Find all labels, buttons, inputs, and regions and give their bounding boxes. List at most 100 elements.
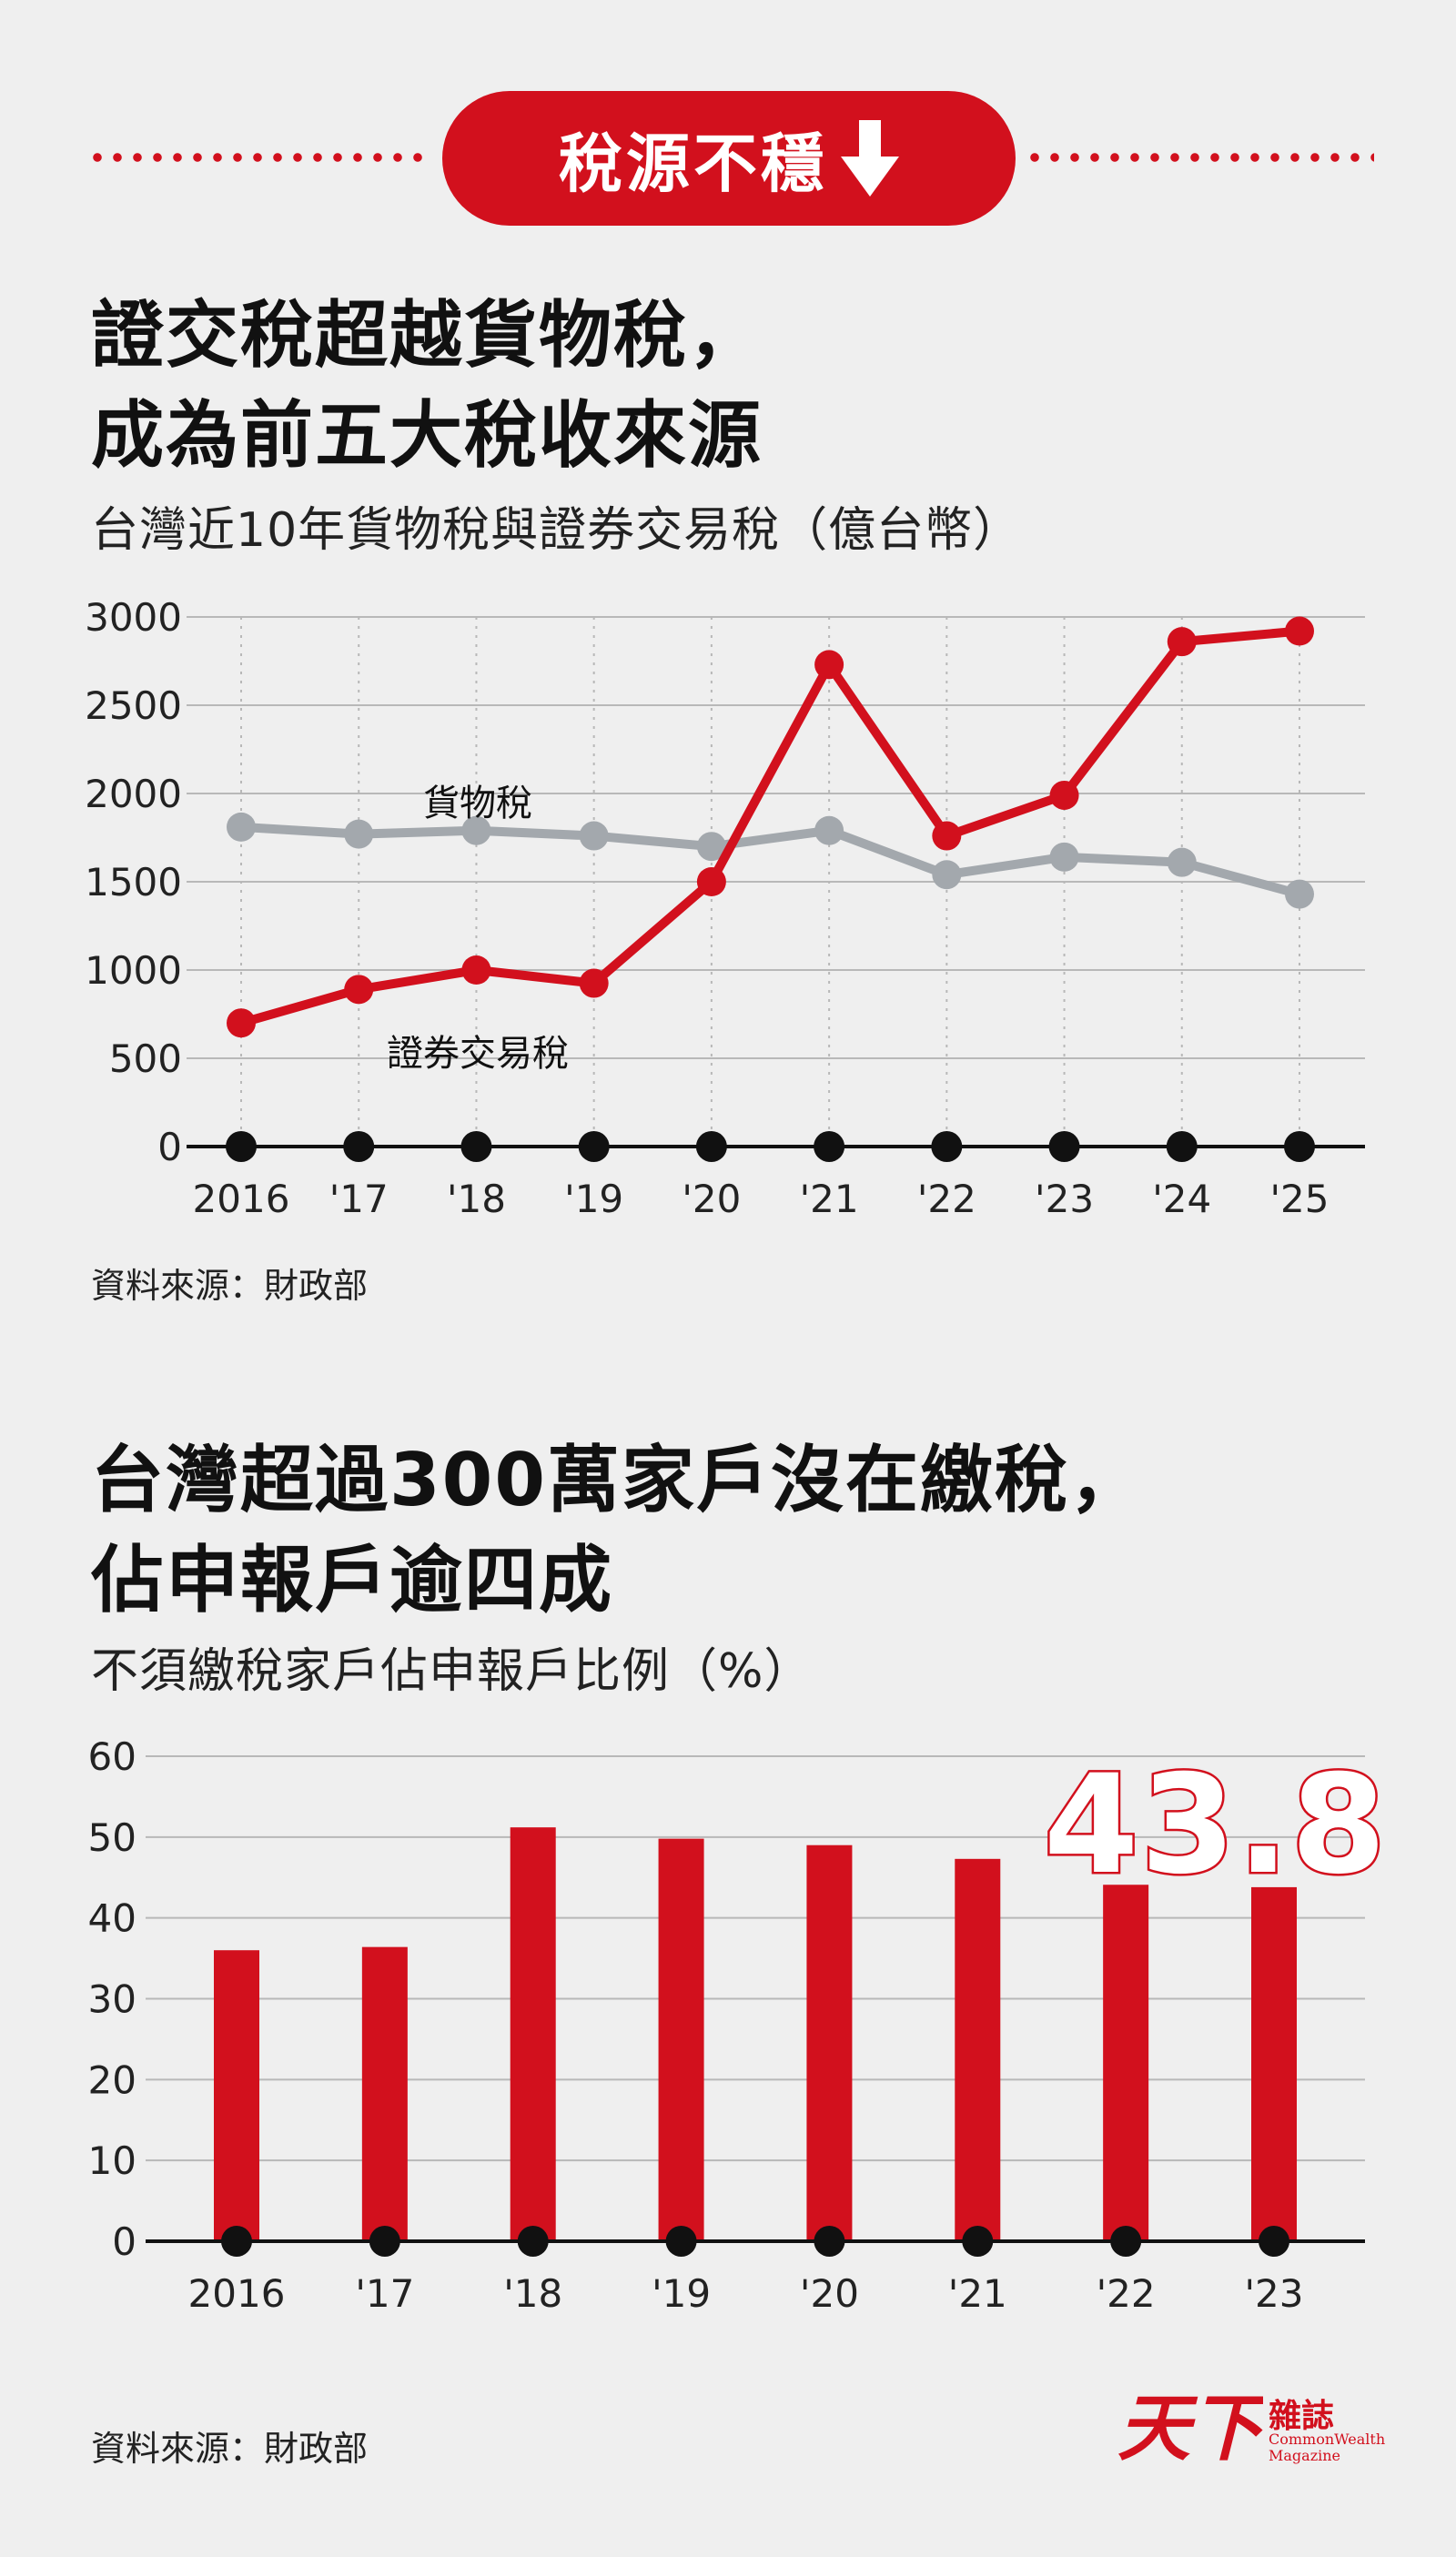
- x-tick-label: '17: [329, 1177, 389, 1221]
- y-tick-label: 2000: [85, 772, 182, 816]
- data-point: [344, 975, 374, 1005]
- dotted-rule-right: [1025, 153, 1374, 162]
- header-banner-text: 稅源不穩: [559, 126, 828, 201]
- series-line: [239, 626, 1300, 1028]
- x-tick-label: '23: [1035, 1177, 1094, 1221]
- section1-subtitle: 台灣近10年貨物稅與證券交易稅（億台幣）: [91, 503, 1022, 558]
- data-point: [461, 955, 491, 985]
- y-tick-label: 20: [88, 2057, 136, 2102]
- series-label: 證券交易稅: [387, 1033, 569, 1075]
- x-tick-label: '22: [917, 1177, 976, 1221]
- bar: [214, 1950, 259, 2241]
- data-point: [227, 1008, 256, 1038]
- axis-dot: [517, 2226, 549, 2257]
- data-point: [461, 815, 491, 845]
- x-tick-label: '19: [652, 2271, 711, 2316]
- y-tick-label: 500: [109, 1036, 182, 1081]
- y-tick-label: 3000: [85, 595, 182, 640]
- dotted-rule-left: [87, 153, 433, 162]
- data-point: [1167, 847, 1197, 877]
- y-tick-label: 0: [157, 1125, 182, 1169]
- x-tick-label: '18: [503, 2271, 562, 2316]
- y-tick-label: 1000: [85, 948, 182, 993]
- header-banner: 稅源不穩: [442, 91, 1016, 226]
- x-tick-label: '17: [355, 2271, 414, 2316]
- axis-dot: [221, 2226, 252, 2257]
- y-tick-label: 40: [88, 1896, 136, 1941]
- x-tick-label: '18: [447, 1177, 506, 1221]
- x-tick-label: '23: [1245, 2271, 1304, 2316]
- series-label: 貨物稅: [423, 783, 532, 824]
- down-arrow-icon: [841, 120, 899, 197]
- data-point: [814, 650, 844, 680]
- data-point: [932, 821, 962, 851]
- axis-dot: [962, 2226, 994, 2257]
- y-tick-label: 10: [88, 2138, 136, 2183]
- axis-dot: [665, 2226, 697, 2257]
- data-point: [579, 968, 609, 998]
- axis-dot: [1110, 2226, 1142, 2257]
- data-point: [1049, 842, 1079, 872]
- axis-dot: [369, 2226, 400, 2257]
- axis-dot: [1284, 1131, 1315, 1162]
- section1-source: 資料來源：財政部: [91, 1266, 369, 1306]
- bar: [658, 1838, 704, 2241]
- bar: [1103, 1885, 1149, 2241]
- series-line: [240, 822, 1301, 899]
- data-point: [227, 812, 256, 842]
- logo-mark-text: 天下: [1117, 2386, 1263, 2466]
- x-tick-label: '21: [948, 2271, 1007, 2316]
- section1-title-line1: 證交稅超越貨物稅，: [91, 293, 763, 378]
- x-tick-label: '21: [800, 1177, 859, 1221]
- y-tick-label: 60: [88, 1734, 136, 1779]
- axis-dot: [460, 1131, 492, 1162]
- y-tick-label: 2500: [85, 683, 182, 728]
- section1-title: 證交稅超越貨物稅， 成為前五大稅收來源: [91, 286, 763, 486]
- logo-en-line2: Magazine: [1269, 2447, 1341, 2464]
- data-point: [344, 819, 374, 849]
- logo-en-text: CommonWealth Magazine: [1269, 2431, 1385, 2464]
- section2-title-line1: 台灣超過300萬家戶沒在繳稅，: [91, 1438, 1144, 1522]
- axis-dot: [343, 1131, 375, 1162]
- bar: [806, 1844, 853, 2241]
- data-point: [1285, 879, 1314, 909]
- x-tick-label: '24: [1152, 1177, 1211, 1221]
- data-point: [932, 860, 962, 890]
- data-point: [814, 815, 844, 845]
- bar: [361, 1946, 408, 2241]
- value-annotation: 43.8: [1044, 1746, 1388, 1905]
- section2-subtitle: 不須繳稅家戶佔申報戶比例（%）: [91, 1644, 813, 1699]
- x-tick-label: '20: [682, 1177, 741, 1221]
- x-tick-label: '22: [1097, 2271, 1156, 2316]
- bar: [510, 1827, 556, 2241]
- data-point: [1285, 616, 1314, 646]
- y-tick-label: 50: [88, 1815, 136, 1860]
- x-tick-label: 2016: [193, 1177, 290, 1221]
- data-point: [696, 832, 726, 862]
- axis-dot: [1048, 1131, 1080, 1162]
- logo-en-line1: CommonWealth: [1269, 2431, 1386, 2448]
- bar: [1251, 1886, 1297, 2241]
- commonwealth-logo: 天下 雜誌 CommonWealth Magazine: [1117, 2384, 1390, 2475]
- logo-mark-icon: 天下: [1117, 2386, 1263, 2466]
- x-tick-label: '25: [1270, 1177, 1330, 1221]
- bar: [955, 1858, 1001, 2241]
- data-point: [579, 821, 609, 851]
- axis-dot: [1166, 1131, 1198, 1162]
- x-tick-label: 2016: [188, 2271, 286, 2316]
- axis-dot: [578, 1131, 610, 1162]
- axis-dot: [931, 1131, 963, 1162]
- axis-dot: [814, 2226, 845, 2257]
- section1-title-line2: 成為前五大稅收來源: [91, 393, 763, 478]
- data-point: [1167, 627, 1197, 657]
- data-point: [696, 867, 726, 896]
- section2-source: 資料來源：財政部: [91, 2429, 369, 2469]
- y-tick-label: 30: [88, 1977, 136, 2022]
- logo-zh-text: 雜誌: [1269, 2397, 1335, 2435]
- axis-dot: [814, 1131, 845, 1162]
- section2-title-line2: 佔申報戶逾四成: [91, 1538, 613, 1622]
- section2-title: 台灣超過300萬家戶沒在繳稅， 佔申報戶逾四成: [91, 1430, 1144, 1631]
- axis-dot: [226, 1131, 257, 1162]
- bar-chart: 0 10 20 30 40 50 60 2016 '17 '18 '19 '20 '21 '22 '23 43…: [88, 1734, 1389, 2316]
